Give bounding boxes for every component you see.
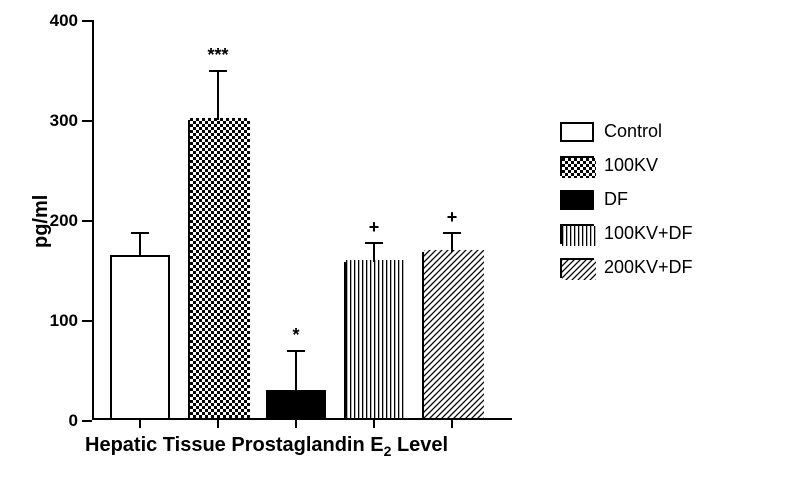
bar-control bbox=[110, 20, 170, 420]
bar-rect bbox=[188, 120, 248, 420]
bar-rect bbox=[266, 390, 326, 420]
y-tick-label: 400 bbox=[50, 11, 78, 31]
legend-item: Control bbox=[560, 120, 780, 144]
bar-rect bbox=[110, 255, 170, 420]
legend-swatch bbox=[560, 224, 594, 244]
legend-swatch bbox=[560, 190, 594, 210]
legend-label: 100KV bbox=[604, 155, 658, 176]
legend-item: 100KV bbox=[560, 154, 780, 178]
legend-swatch bbox=[560, 258, 594, 278]
legend-label: DF bbox=[604, 189, 628, 210]
bar-kv100: *** bbox=[188, 20, 248, 420]
y-axis-label: pg/ml bbox=[30, 195, 53, 248]
bar-df: * bbox=[266, 20, 326, 420]
bar-kv100df: + bbox=[344, 20, 404, 420]
error-bar bbox=[295, 350, 297, 390]
y-tick: 400 bbox=[82, 20, 92, 21]
y-tick-label: 300 bbox=[50, 111, 78, 131]
bar-rect bbox=[422, 252, 482, 420]
error-bar bbox=[373, 242, 375, 262]
y-tick-label: 200 bbox=[50, 211, 78, 231]
sig-annotation: * bbox=[292, 325, 299, 346]
y-tick-label: 0 bbox=[69, 411, 78, 431]
legend-item: 200KV+DF bbox=[560, 256, 780, 280]
y-tick: 0 bbox=[82, 420, 92, 421]
legend-label: 200KV+DF bbox=[604, 257, 693, 278]
y-axis bbox=[92, 20, 94, 420]
legend-item: DF bbox=[560, 188, 780, 212]
legend-label: Control bbox=[604, 121, 662, 142]
legend-label: 100KV+DF bbox=[604, 223, 693, 244]
legend-swatch bbox=[560, 122, 594, 142]
legend-item: 100KV+DF bbox=[560, 222, 780, 246]
y-tick-label: 100 bbox=[50, 311, 78, 331]
y-tick: 300 bbox=[82, 120, 92, 121]
error-bar bbox=[217, 70, 219, 120]
x-tick bbox=[139, 420, 141, 428]
legend-swatch bbox=[560, 156, 594, 176]
bar-rect bbox=[344, 262, 404, 420]
sig-annotation: + bbox=[369, 217, 380, 238]
figure: 0100200300400****++ pg/ml Hepatic Tissue… bbox=[0, 0, 792, 501]
x-tick bbox=[217, 420, 219, 428]
x-tick bbox=[451, 420, 453, 428]
y-tick: 200 bbox=[82, 220, 92, 221]
plot-area: 0100200300400****++ bbox=[92, 20, 512, 420]
x-tick bbox=[295, 420, 297, 428]
error-bar bbox=[451, 232, 453, 252]
bar-kv200df: + bbox=[422, 20, 482, 420]
error-bar bbox=[139, 232, 141, 255]
sig-annotation: *** bbox=[207, 45, 228, 66]
y-tick: 100 bbox=[82, 320, 92, 321]
x-tick bbox=[373, 420, 375, 428]
x-axis-label: Hepatic Tissue Prostaglandin E2 Level bbox=[85, 434, 448, 459]
sig-annotation: + bbox=[447, 207, 458, 228]
